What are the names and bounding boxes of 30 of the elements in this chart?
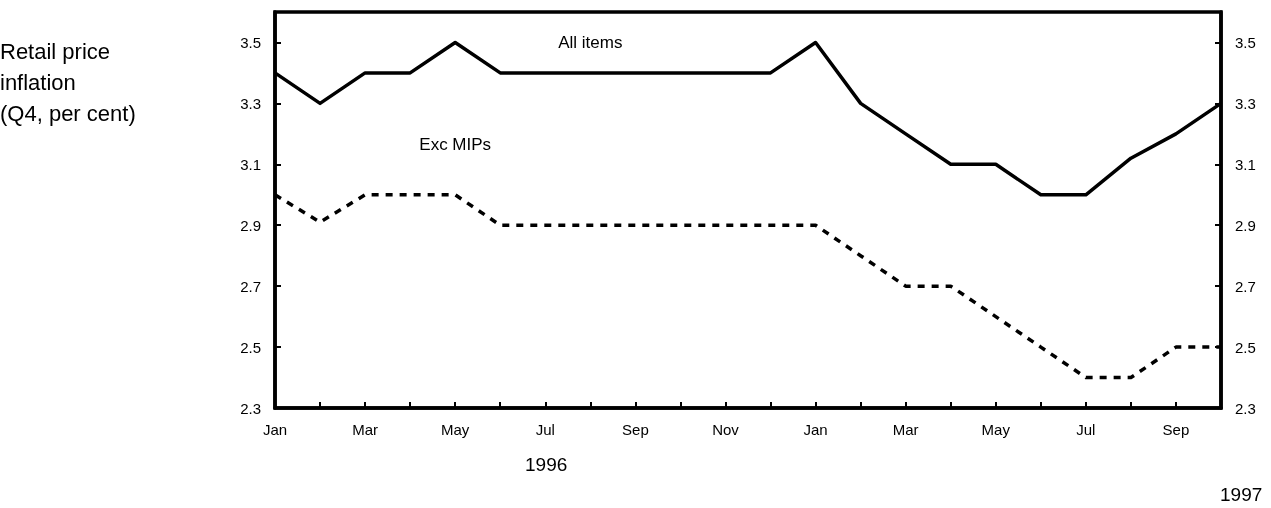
text: Exc MIPs [419, 134, 492, 154]
y-tick-label: 3.3 [240, 94, 261, 112]
x-tick-label: May [981, 421, 1011, 438]
y2-tick-label: 2.5 [1235, 338, 1256, 356]
y2-tick-label: 2.3 [1235, 399, 1256, 417]
y-tick-label: 2.3 [240, 399, 261, 417]
y-tick-label: 2.9 [240, 216, 261, 234]
x-tick-label: Sep [1162, 421, 1190, 438]
x-tick-label: Jan [262, 421, 288, 438]
text: 1996 [525, 454, 568, 475]
y2-tick-label: 2.7 [1235, 277, 1256, 295]
x-tick-label: Jan [803, 421, 828, 438]
x-tick-label: Nov [712, 421, 740, 438]
y2-tick-label: 3.3 [1235, 94, 1256, 112]
y-tick-label: 3.5 [240, 33, 261, 51]
x-tick-label: Mar [892, 421, 919, 438]
y2-tick-label: 3.1 [1235, 155, 1256, 173]
y-tick-label: 3.1 [240, 155, 261, 173]
y-tick-label: 2.7 [240, 277, 261, 295]
y-axis-title: Retail price inflation (Q4, per cent) [0, 39, 136, 126]
y2-tick-label: 3.5 [1235, 33, 1256, 51]
x-tick-label: Jul [535, 421, 555, 438]
x-tick-label: Jul [1076, 421, 1096, 438]
y2-tick-label: 2.9 [1235, 216, 1256, 234]
x-tick-label: Mar [352, 421, 379, 438]
x-tick-label: May [441, 421, 470, 438]
series-label: All items [558, 32, 623, 52]
text: 1997 [1220, 484, 1263, 505]
x-tick-label: Sep [622, 421, 649, 438]
y-tick-label: 2.5 [240, 338, 261, 356]
